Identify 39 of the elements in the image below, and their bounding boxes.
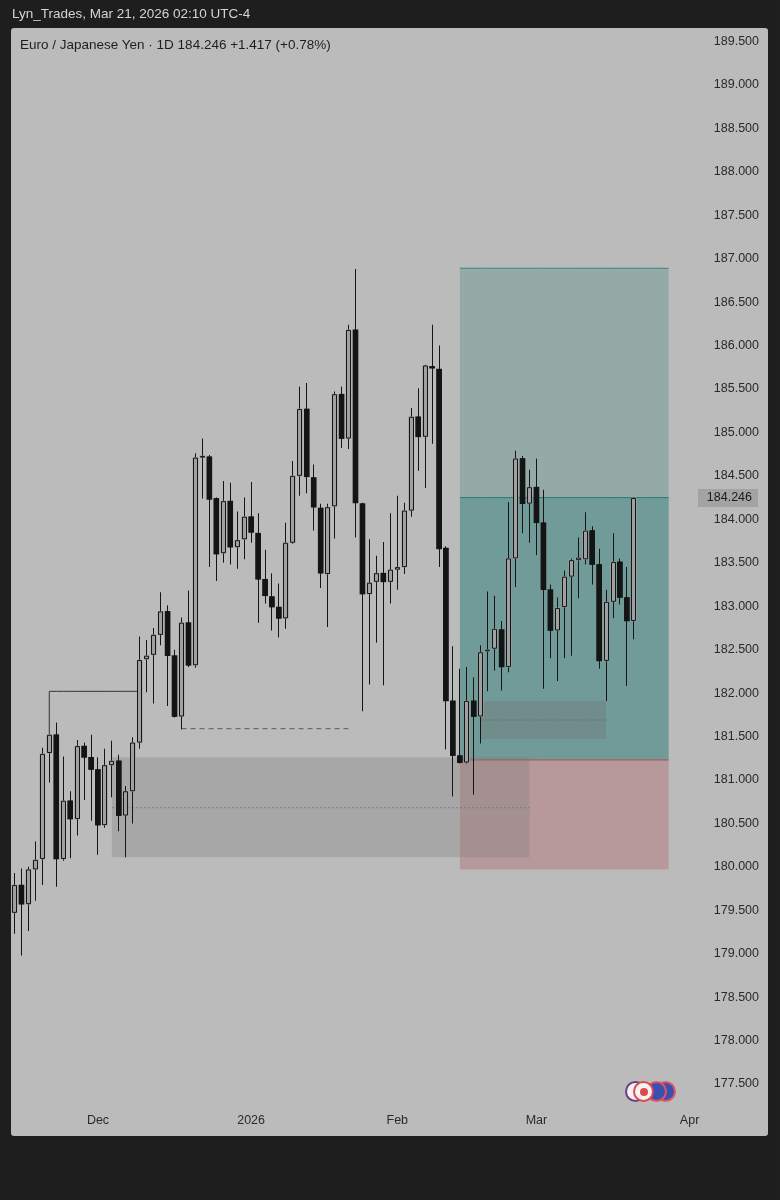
candlestick — [366, 539, 373, 685]
y-tick-label: 182.000 — [713, 685, 760, 700]
x-tick-label: Apr — [679, 1112, 700, 1127]
y-tick-label: 188.500 — [713, 120, 760, 135]
candlestick — [143, 640, 150, 693]
candlestick — [199, 438, 206, 499]
y-tick-label: 185.500 — [713, 381, 760, 396]
chart-title: Euro / Japanese Yen · 1D 184.246 +1.417 (+0.78%) — [20, 37, 331, 52]
text: Lyn_Trades, Mar 21, 2026 02:10 UTC-4 — [12, 6, 251, 21]
y-tick-label: 183.000 — [713, 598, 760, 613]
y-tick-label: 180.000 — [713, 859, 760, 874]
y-tick-label: 184.500 — [713, 468, 760, 483]
y-tick-label: 186.000 — [713, 338, 760, 353]
candlestick — [373, 555, 380, 643]
y-tick-label: 185.000 — [713, 424, 760, 439]
y-tick-label: 184.000 — [713, 511, 760, 526]
y-tick-label: 181.500 — [713, 728, 760, 743]
y-tick-label: 183.500 — [713, 555, 760, 570]
y-tick-label: 189.500 — [713, 33, 760, 48]
x-tick-label: Feb — [386, 1112, 409, 1127]
y-tick-label: 182.500 — [713, 642, 760, 657]
y-tick-label: 179.500 — [713, 902, 760, 917]
x-tick-label: Mar — [525, 1112, 548, 1127]
y-tick-label: 181.000 — [713, 772, 760, 787]
x-tick-label: 2026 — [237, 1112, 266, 1127]
y-tick-label: 188.000 — [713, 164, 760, 179]
y-tick-label: 178.500 — [713, 989, 760, 1004]
y-tick-label: 177.500 — [713, 1076, 760, 1091]
y-tick-label: 179.000 — [713, 946, 760, 961]
candlestick — [380, 541, 387, 686]
y-tick-label: 180.500 — [713, 815, 760, 830]
y-tick-label: 189.000 — [713, 77, 760, 92]
y-tick-label: 187.000 — [713, 251, 760, 266]
candlestick — [484, 591, 491, 692]
y-tick-label: 178.000 — [713, 1033, 760, 1048]
text: 184.246 — [706, 490, 753, 505]
x-tick-label: Dec — [86, 1112, 110, 1127]
y-tick-label: 187.500 — [713, 207, 760, 222]
y-tick-label: 186.500 — [713, 294, 760, 309]
